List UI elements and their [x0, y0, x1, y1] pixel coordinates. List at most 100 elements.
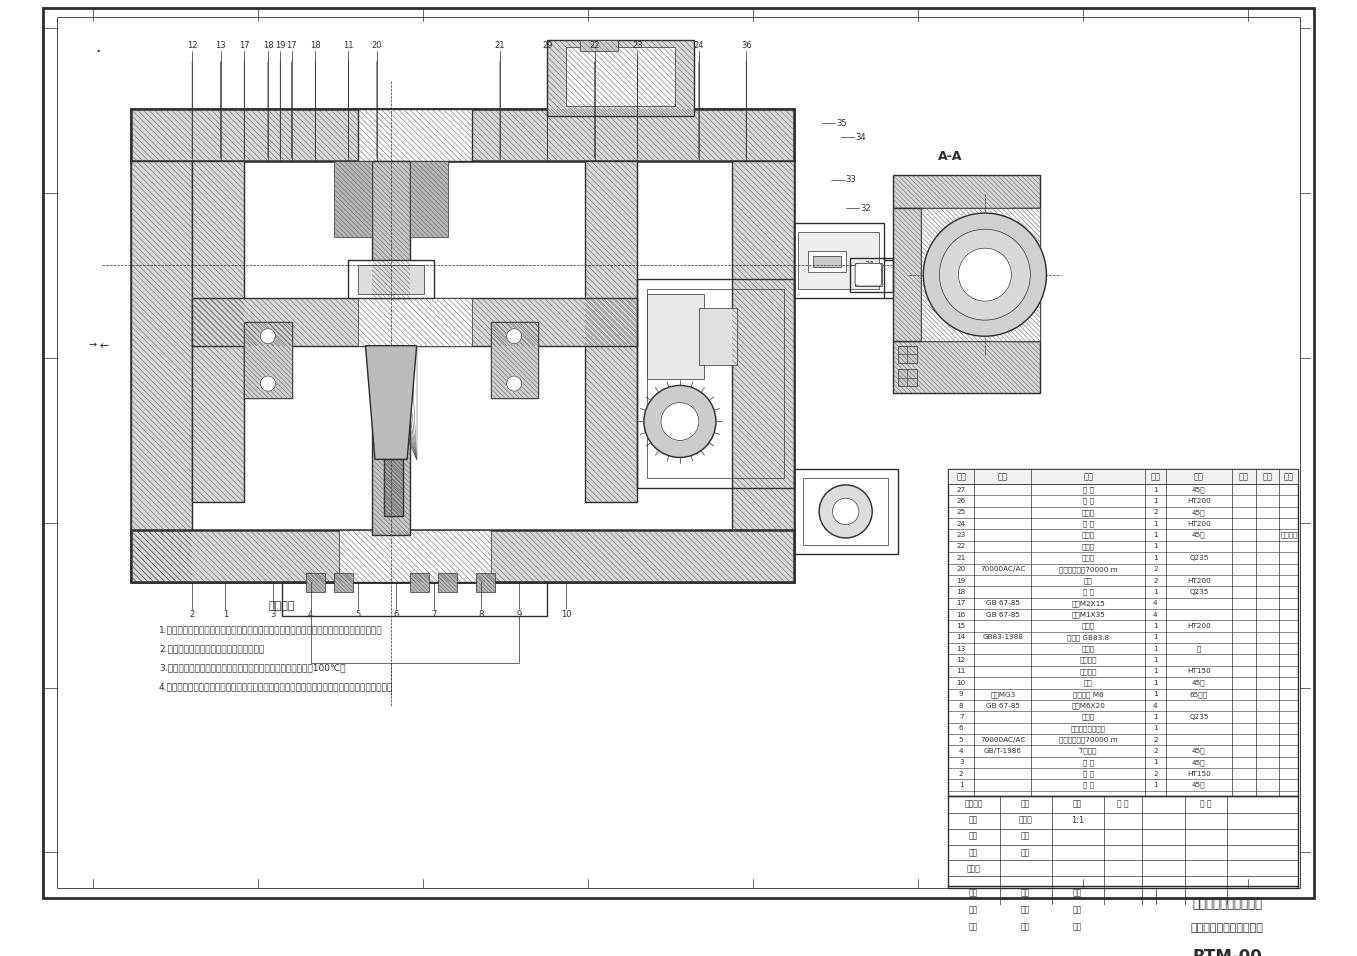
- Text: 内齿轮: 内齿轮: [1082, 554, 1095, 561]
- Bar: [794, 468, 898, 554]
- Text: 18: 18: [957, 589, 966, 595]
- Bar: [855, 263, 882, 286]
- Bar: [893, 341, 1039, 393]
- Bar: [490, 322, 537, 398]
- Text: 10: 10: [957, 680, 966, 685]
- Text: 螺纹M6X20: 螺纹M6X20: [1071, 703, 1105, 709]
- Text: 11: 11: [957, 668, 966, 675]
- Text: 1: 1: [1153, 498, 1158, 504]
- Text: 18: 18: [309, 41, 320, 50]
- Text: 垫 片: 垫 片: [1083, 520, 1094, 527]
- Text: HT200: HT200: [1187, 623, 1210, 629]
- Text: 钢制MG3: 钢制MG3: [991, 691, 1015, 698]
- Text: 1: 1: [1153, 623, 1158, 629]
- Text: 4.进入组配的零件及部件（包括外购件、外协件），均必须具有检验部门的合格证方能进行装配。: 4.进入组配的零件及部件（包括外购件、外协件），均必须具有检验部门的合格证方能进…: [159, 682, 394, 691]
- Text: 第 张: 第 张: [1200, 799, 1212, 809]
- Text: 螺纹M1X35: 螺纹M1X35: [1071, 611, 1105, 618]
- Text: 锁紧螺: 锁紧螺: [1082, 510, 1095, 515]
- Text: 比例: 比例: [1073, 799, 1083, 809]
- Bar: [410, 161, 448, 237]
- Text: 箱 体: 箱 体: [1083, 782, 1094, 789]
- Circle shape: [645, 385, 716, 457]
- Bar: [921, 208, 1011, 341]
- Text: 材料: 材料: [1194, 472, 1204, 481]
- Bar: [490, 322, 537, 398]
- Text: GB 67-85: GB 67-85: [987, 600, 1020, 606]
- Bar: [349, 260, 434, 298]
- Text: 32: 32: [860, 204, 870, 213]
- Text: 24: 24: [957, 521, 966, 527]
- Circle shape: [261, 329, 275, 344]
- Bar: [130, 109, 794, 161]
- Text: 45钢: 45钢: [1191, 759, 1206, 766]
- Text: 1: 1: [1153, 589, 1158, 595]
- Bar: [372, 161, 410, 298]
- Bar: [908, 265, 944, 293]
- Bar: [438, 573, 457, 592]
- Text: 65锰钢: 65锰钢: [1190, 691, 1208, 698]
- Bar: [949, 468, 1299, 484]
- Text: 设计: 设计: [969, 815, 978, 825]
- Text: 主轴: 主轴: [1084, 680, 1092, 686]
- Text: 标准化: 标准化: [966, 864, 981, 873]
- Bar: [798, 232, 879, 289]
- Bar: [358, 109, 472, 161]
- Text: 45钢: 45钢: [1191, 782, 1206, 789]
- Text: 8: 8: [479, 610, 483, 619]
- Bar: [851, 257, 893, 292]
- Text: 22: 22: [589, 41, 600, 50]
- Text: 20: 20: [372, 41, 383, 50]
- Text: 1: 1: [1153, 691, 1158, 697]
- Bar: [490, 322, 537, 398]
- Text: 工艺: 工艺: [1020, 832, 1030, 840]
- Bar: [585, 161, 638, 502]
- Text: 日期: 日期: [1073, 923, 1083, 932]
- Bar: [476, 573, 495, 592]
- Circle shape: [661, 402, 699, 441]
- Text: 2: 2: [1153, 771, 1158, 777]
- Text: 变幅杆: 变幅杆: [1082, 532, 1095, 538]
- Circle shape: [939, 229, 1030, 320]
- Text: 联轴器: 联轴器: [1082, 713, 1095, 720]
- Bar: [731, 161, 794, 531]
- Text: 单重: 单重: [1239, 472, 1248, 481]
- Circle shape: [506, 329, 521, 344]
- Text: 审图: 审图: [969, 889, 978, 898]
- Polygon shape: [365, 346, 417, 459]
- Text: 大皮带轮: 大皮带轮: [1079, 668, 1096, 675]
- Bar: [803, 478, 889, 545]
- Text: 螺纹M2X15: 螺纹M2X15: [1071, 600, 1105, 607]
- Bar: [581, 40, 619, 51]
- Text: 河南理工大学毕业设计: 河南理工大学毕业设计: [1193, 898, 1262, 911]
- Circle shape: [820, 485, 873, 538]
- Text: 代号: 代号: [997, 472, 1008, 481]
- Text: 交流调速同斯电机: 交流调速同斯电机: [1071, 725, 1106, 731]
- Bar: [731, 161, 794, 531]
- Text: 1: 1: [1153, 759, 1158, 766]
- Text: 签名: 签名: [1020, 889, 1030, 898]
- Text: 4: 4: [1153, 612, 1158, 618]
- Bar: [794, 223, 883, 298]
- Text: 螺母环: 螺母环: [1082, 645, 1095, 652]
- Text: 45钢: 45钢: [1191, 510, 1206, 515]
- Circle shape: [261, 376, 275, 391]
- Text: 20: 20: [957, 566, 966, 573]
- Bar: [130, 531, 794, 582]
- Bar: [193, 161, 244, 502]
- Text: 7: 7: [959, 714, 963, 720]
- Text: 21: 21: [495, 41, 505, 50]
- Bar: [244, 322, 292, 398]
- Bar: [130, 161, 193, 582]
- Bar: [893, 175, 1039, 208]
- Text: 1: 1: [1153, 680, 1158, 685]
- Text: 45钢: 45钢: [1191, 748, 1206, 754]
- Text: 外 套: 外 套: [1083, 589, 1094, 596]
- Bar: [193, 298, 638, 346]
- Circle shape: [506, 376, 521, 391]
- Text: GB 67-85: GB 67-85: [987, 703, 1020, 708]
- Text: 26: 26: [957, 498, 966, 504]
- Text: 34: 34: [855, 133, 866, 141]
- Bar: [921, 208, 1039, 341]
- Bar: [476, 573, 495, 592]
- Text: 4: 4: [308, 610, 313, 619]
